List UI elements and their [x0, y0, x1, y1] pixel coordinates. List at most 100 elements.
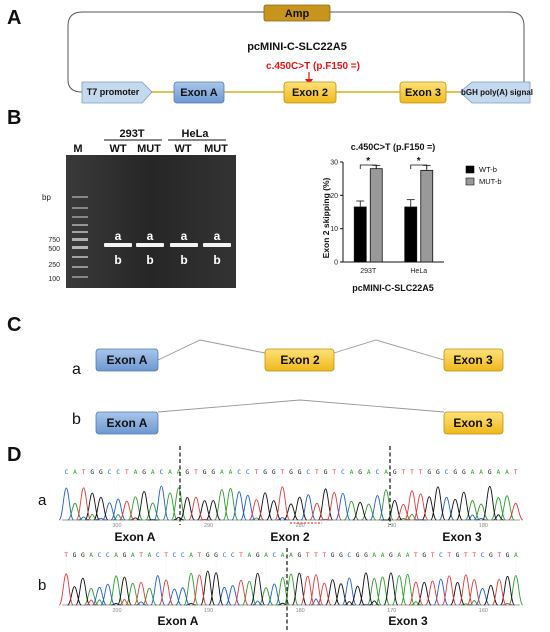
trace-C [92, 575, 490, 606]
trace-b-exon-3: Exon 3 [388, 614, 428, 628]
exon-3-box [399, 81, 447, 104]
base-call: A [381, 552, 385, 559]
base-call: C [439, 552, 443, 559]
chart-title: c.450C>T (p.F150 =) [351, 142, 436, 152]
gel-bands [104, 243, 231, 247]
base-call: G [331, 552, 335, 559]
base-call: G [427, 469, 431, 476]
base-call: A [264, 552, 268, 559]
band-a-1: a [115, 229, 122, 243]
base-call: T [198, 552, 202, 559]
exon-3-label: Exon 3 [405, 87, 441, 99]
gel-lane-1: WT [109, 143, 126, 155]
significance-bracket [359, 164, 377, 169]
ladder-100: 100 [48, 276, 60, 283]
base-call: G [256, 552, 260, 559]
base-call: G [297, 552, 301, 559]
base-call: G [389, 552, 393, 559]
base-call: T [64, 552, 68, 559]
base-call: C [64, 469, 68, 476]
exon-a-label: Exon A [180, 87, 218, 99]
base-call: T [280, 469, 284, 476]
gel-lane-4: MUT [204, 143, 228, 155]
base-call: T [419, 469, 423, 476]
band-a-4: a [214, 229, 221, 243]
base-call: A [406, 552, 410, 559]
base-call: T [82, 469, 86, 476]
position-number: 280 [296, 523, 305, 529]
base-call: T [447, 552, 451, 559]
base-call: T [255, 469, 259, 476]
t7-promoter-label: T7 promoter [87, 87, 140, 97]
base-call: G [462, 469, 466, 476]
gel-bp-label: bp [42, 193, 51, 202]
gel-group-293t: 293T [119, 128, 144, 140]
bar [404, 206, 418, 263]
base-call: A [471, 469, 475, 476]
base-call: T [239, 552, 243, 559]
base-call: G [393, 469, 397, 476]
base-call: T [194, 469, 198, 476]
base-call: C [246, 469, 250, 476]
base-call: G [142, 469, 146, 476]
base-call: G [185, 469, 189, 476]
row-a-exon-3-label: Exon 3 [453, 353, 493, 367]
base-call: C [481, 552, 485, 559]
base-call: C [306, 469, 310, 476]
base-call: C [156, 552, 160, 559]
exon-a-box [173, 81, 225, 104]
base-call: T [139, 552, 143, 559]
ladder-750: 750 [48, 237, 60, 244]
band-b-3: b [180, 253, 187, 267]
base-call: T [514, 469, 518, 476]
trace-a-exon-2: Exon 2 [270, 530, 310, 544]
base-call: A [89, 552, 93, 559]
base-call: A [168, 469, 172, 476]
base-call: G [453, 469, 457, 476]
base-call: G [203, 469, 207, 476]
base-call: G [206, 552, 210, 559]
row-a-exon-3 [443, 348, 504, 372]
panel-label-a: A [7, 7, 21, 29]
base-call: T [314, 552, 318, 559]
base-call: C [347, 552, 351, 559]
base-call: A [114, 552, 118, 559]
base-call: T [164, 552, 168, 559]
base-call: G [99, 469, 103, 476]
base-call: G [489, 552, 493, 559]
base-call: T [306, 552, 310, 559]
position-number: 290 [204, 523, 213, 529]
position-number: 180 [296, 608, 305, 614]
trace-A [67, 487, 515, 521]
significance-bracket [410, 164, 428, 169]
panel-label-d: D [7, 444, 21, 466]
ladder-250: 250 [48, 262, 60, 269]
base-call: C [237, 469, 241, 476]
base-call: G [356, 552, 360, 559]
base-call: A [220, 469, 224, 476]
band-a-3: a [181, 229, 188, 243]
panel-label-b: B [7, 107, 21, 129]
x-tick-label: HeLa [410, 268, 427, 275]
base-call: T [472, 552, 476, 559]
base-call: C [173, 552, 177, 559]
base-call: G [123, 552, 127, 559]
ladder-500: 500 [48, 246, 60, 253]
trace-row-a-label: a [38, 492, 47, 509]
base-call: T [332, 469, 336, 476]
row-b-exon-3 [443, 411, 504, 435]
gel-lane-2: MUT [137, 143, 161, 155]
gel-ladder [72, 196, 88, 278]
base-call: C [181, 552, 185, 559]
base-call: T [315, 469, 319, 476]
amp-label: Amp [285, 8, 310, 20]
base-call: C [376, 469, 380, 476]
trace-a-exon-a: Exon A [115, 530, 156, 544]
splice-row-b-label: b [72, 411, 81, 428]
base-call: C [98, 552, 102, 559]
base-call: A [367, 469, 371, 476]
gel-panel: M 293T HeLa WT MUT WT MUT bp 750 500 250… [42, 128, 236, 288]
base-call: G [456, 552, 460, 559]
base-call: T [401, 469, 405, 476]
